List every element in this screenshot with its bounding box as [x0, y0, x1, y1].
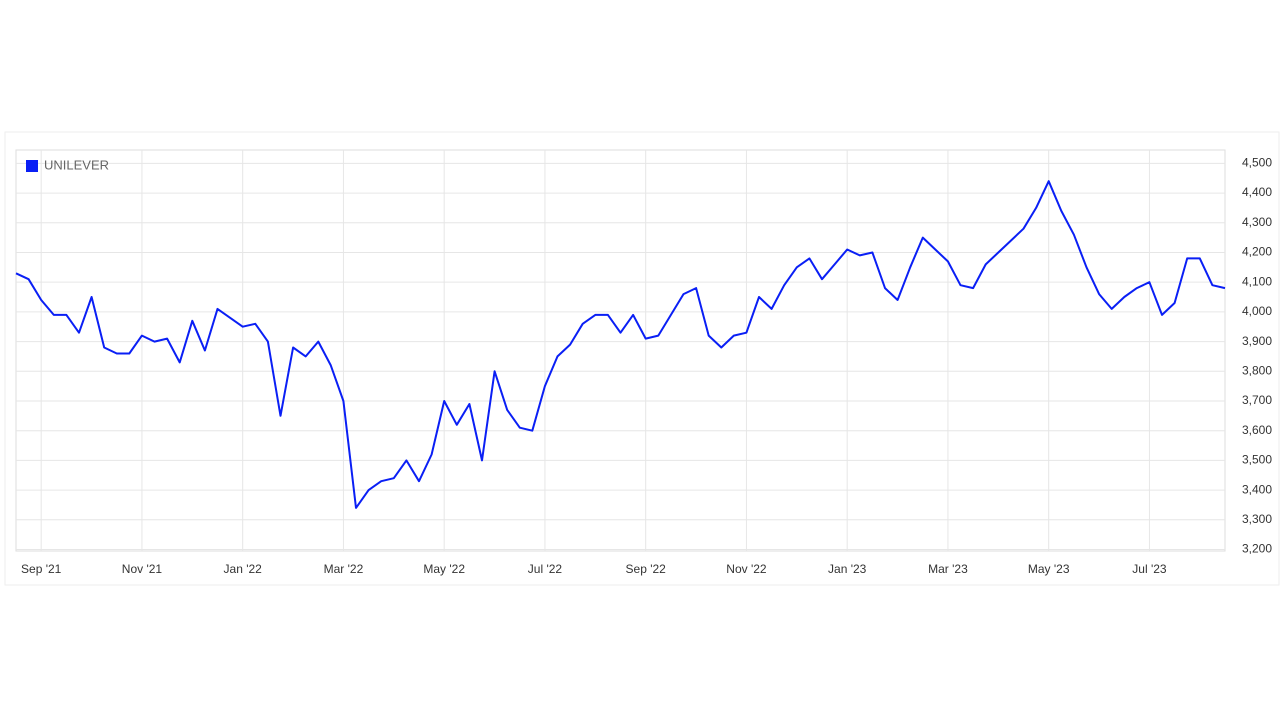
x-tick-label: Mar '22 — [324, 562, 364, 576]
y-tick-label: 4,000 — [1242, 304, 1272, 318]
x-tick-label: Nov '21 — [122, 562, 163, 576]
y-tick-label: 4,400 — [1242, 185, 1272, 199]
y-tick-label: 4,300 — [1242, 215, 1272, 229]
y-tick-label: 3,900 — [1242, 334, 1272, 348]
y-tick-label: 3,600 — [1242, 423, 1272, 437]
y-tick-label: 3,300 — [1242, 512, 1272, 526]
y-tick-label: 3,400 — [1242, 482, 1272, 496]
y-tick-label: 4,100 — [1242, 274, 1272, 288]
x-tick-label: May '23 — [1028, 562, 1070, 576]
y-tick-label: 3,800 — [1242, 363, 1272, 377]
price-line — [15, 180, 1226, 509]
x-tick-label: Mar '23 — [928, 562, 968, 576]
x-tick-label: Jan '23 — [828, 562, 867, 576]
y-tick-label: 4,500 — [1242, 156, 1272, 170]
y-tick-label: 3,700 — [1242, 393, 1272, 407]
x-tick-label: Sep '21 — [21, 562, 62, 576]
legend-swatch — [26, 160, 38, 172]
y-tick-label: 3,200 — [1242, 542, 1272, 556]
x-tick-label: Nov '22 — [726, 562, 767, 576]
plot-frame — [15, 149, 1226, 552]
y-tick-label: 3,500 — [1242, 453, 1272, 467]
x-tick-label: Sep '22 — [626, 562, 667, 576]
x-tick-label: May '22 — [423, 562, 465, 576]
y-tick-label: 4,200 — [1242, 245, 1272, 259]
x-tick-label: Jan '22 — [224, 562, 263, 576]
x-tick-label: Jul '22 — [528, 562, 563, 576]
panel — [4, 131, 1280, 586]
x-tick-label: Jul '23 — [1132, 562, 1167, 576]
legend-text: UNILEVER — [44, 157, 109, 172]
